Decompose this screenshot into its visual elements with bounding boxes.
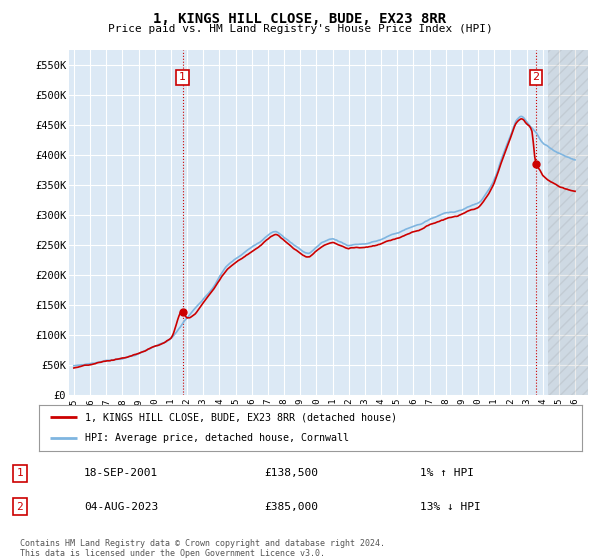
Text: £138,500: £138,500 [264,468,318,478]
Text: 13% ↓ HPI: 13% ↓ HPI [420,502,481,512]
Text: 1: 1 [16,468,23,478]
Text: HPI: Average price, detached house, Cornwall: HPI: Average price, detached house, Corn… [85,433,349,444]
Text: 1: 1 [179,72,186,82]
Text: 18-SEP-2001: 18-SEP-2001 [84,468,158,478]
Text: Contains HM Land Registry data © Crown copyright and database right 2024.: Contains HM Land Registry data © Crown c… [20,539,385,548]
Text: 1, KINGS HILL CLOSE, BUDE, EX23 8RR (detached house): 1, KINGS HILL CLOSE, BUDE, EX23 8RR (det… [85,412,397,422]
Text: 04-AUG-2023: 04-AUG-2023 [84,502,158,512]
Text: 2: 2 [16,502,23,512]
Text: Price paid vs. HM Land Registry's House Price Index (HPI): Price paid vs. HM Land Registry's House … [107,24,493,34]
Text: £385,000: £385,000 [264,502,318,512]
Text: This data is licensed under the Open Government Licence v3.0.: This data is licensed under the Open Gov… [20,549,325,558]
Text: 2: 2 [533,72,539,82]
Text: 1% ↑ HPI: 1% ↑ HPI [420,468,474,478]
Text: 1, KINGS HILL CLOSE, BUDE, EX23 8RR: 1, KINGS HILL CLOSE, BUDE, EX23 8RR [154,12,446,26]
